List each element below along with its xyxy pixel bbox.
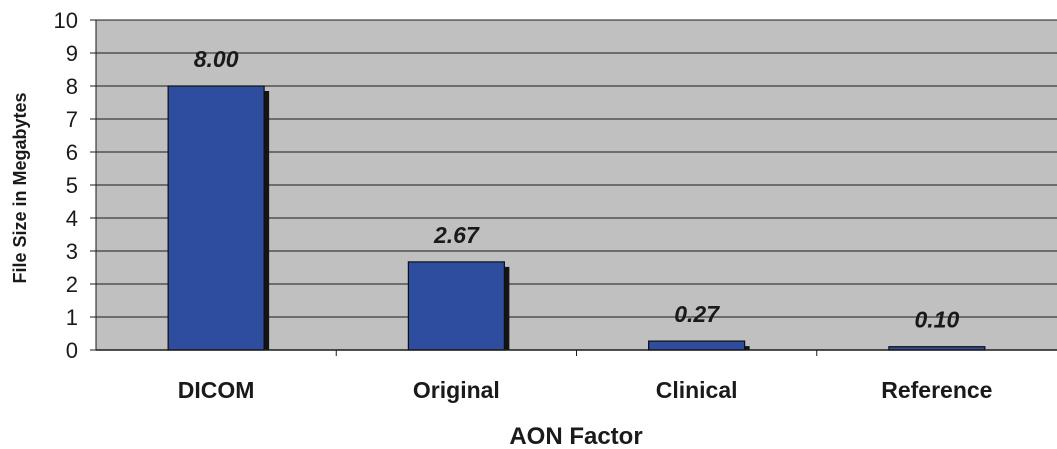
y-tick-label: 7 [66,107,78,132]
y-tick-label: 10 [54,8,78,33]
y-tick-label: 1 [66,305,78,330]
axes [90,19,1057,356]
y-tick-label: 0 [66,338,78,363]
y-tick-label: 5 [66,173,78,198]
y-tick-label: 6 [66,140,78,165]
y-tick-label: 8 [66,74,78,99]
bar [648,340,746,351]
y-tick-label: 3 [66,239,78,264]
y-axis-title: File Size in Megabytes [10,92,30,283]
bar [407,261,505,351]
data-labels: 8.00 2.67 0.27 0.10 [194,46,960,333]
x-axis-title: AON Factor [509,423,642,449]
data-label: 0.27 [674,301,720,327]
x-category-label: Reference [881,377,992,403]
data-label: 8.00 [194,46,239,72]
x-category-label: Original [413,377,500,403]
bars [167,85,986,351]
x-category-label: DICOM [178,377,255,403]
y-tick-labels: 0 1 2 3 4 5 6 7 8 9 10 [54,8,78,363]
y-tick-label: 2 [66,272,78,297]
bar [167,85,265,351]
data-label: 2.67 [433,222,480,248]
data-label: 0.10 [914,307,959,333]
y-tick-label: 4 [66,206,78,231]
y-tick-label: 9 [66,41,78,66]
x-category-labels: DICOM Original Clinical Reference [178,377,993,403]
x-category-label: Clinical [656,377,738,403]
